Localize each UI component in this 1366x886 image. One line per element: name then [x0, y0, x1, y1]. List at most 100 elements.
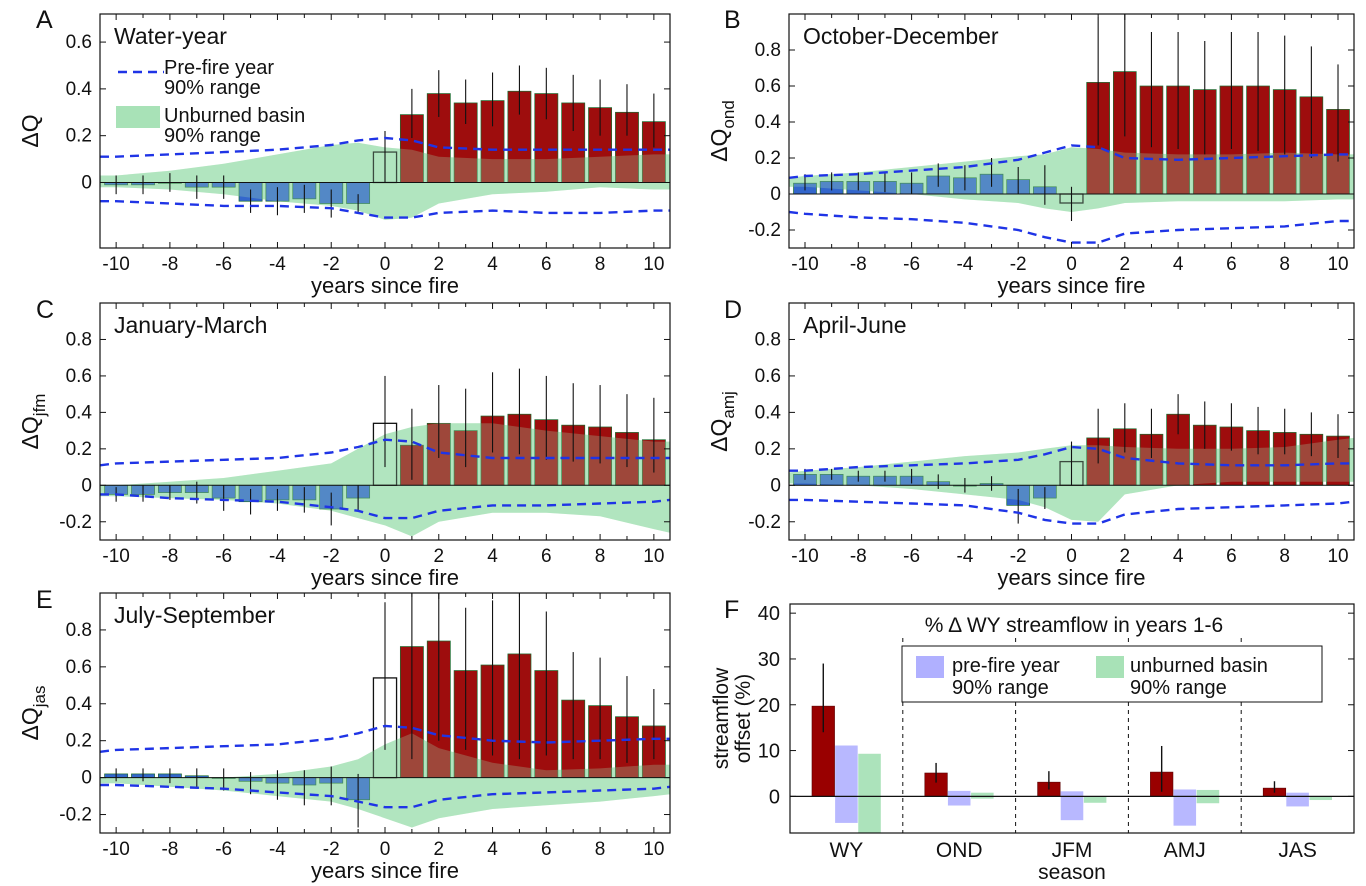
y-tick-label: 0: [81, 475, 92, 496]
prefire-range-line-upper: [789, 144, 1354, 179]
x-tick-label: -4: [269, 839, 286, 860]
x-axis-label: years since fire: [311, 565, 459, 590]
y-axis-label-main: ΔQ: [17, 114, 43, 147]
x-tick-label: -4: [956, 254, 973, 275]
y-tick-label: 0: [770, 184, 781, 205]
x-tick-label: -10: [102, 839, 129, 860]
panel-E: -0.2 0 0.2 0.4 0.6 0.8 -10 -8 -6 -4 -2 0 2 4 6 8 10 years…: [17, 586, 671, 883]
prefire-range-line-lower: [100, 200, 670, 219]
legend-unburned-label: Unburned basin: [164, 105, 305, 127]
unburned-basin-band-overlay: [789, 147, 1354, 212]
x-tick-label: 4: [487, 839, 498, 860]
plot-area: [789, 14, 1354, 244]
y-tick-label: 0: [81, 172, 92, 193]
y-axis-label-line2: offset (%): [732, 674, 755, 763]
y-axis-label: ΔQ: [17, 114, 43, 147]
x-axis-label: season: [1038, 861, 1106, 884]
unburned-range-bar-JFM: [1083, 796, 1107, 803]
x-tick-label: 4: [1173, 546, 1184, 567]
panel-title: July-September: [114, 602, 275, 628]
category-label-WY: WY: [829, 839, 863, 862]
legend-unburned-label-line2: 90% range: [1130, 677, 1227, 699]
y-tick-label: 0.6: [66, 32, 92, 53]
legend-prefire-label-line2: 90% range: [164, 77, 261, 99]
plot-area: [100, 368, 670, 537]
y-axis-label: ΔQjfm: [17, 394, 49, 450]
x-tick-label: 10: [1327, 254, 1348, 275]
x-tick-label: 10: [1327, 546, 1348, 567]
y-tick-label: 0.4: [66, 402, 93, 423]
prefire-range-line-upper: [100, 438, 670, 467]
y-axis-label-subscript: ond: [719, 100, 738, 128]
y-tick-label: 40: [758, 603, 780, 625]
y-tick-label: 0.8: [755, 40, 781, 61]
axes-frame: [789, 603, 1355, 834]
legend-unburned-band-swatch: [116, 106, 160, 128]
x-tick-label: 10: [643, 546, 664, 567]
panel-title: % Δ WY streamflow in years 1-6: [925, 614, 1223, 637]
y-axis-label-main: ΔQ: [706, 419, 732, 452]
legend-unburned-swatch: [1096, 656, 1124, 678]
panel-title: October-December: [803, 23, 999, 49]
panel-letter: A: [36, 6, 53, 34]
y-axis-label: ΔQamj: [706, 391, 738, 452]
x-tick-label: -8: [850, 546, 867, 567]
panel-letter: F: [724, 596, 739, 624]
unburned-range-bar-WY: [858, 753, 881, 833]
x-tick-label: -6: [215, 546, 232, 567]
y-axis-label-main: ΔQ: [17, 707, 43, 740]
x-tick-label: 10: [643, 254, 664, 275]
x-tick-label: 6: [541, 546, 552, 567]
x-tick-label: -2: [323, 254, 340, 275]
y-axis-label-main: ΔQ: [706, 129, 732, 162]
x-tick-label: -8: [161, 546, 178, 567]
y-tick-label: -0.2: [748, 220, 781, 241]
prefire-range-line-lower: [789, 210, 1354, 244]
x-tick-label: 2: [433, 254, 444, 275]
x-tick-label: -6: [903, 254, 920, 275]
x-tick-label: -2: [323, 546, 340, 567]
prefire-range-bar-JFM: [1060, 791, 1084, 821]
y-tick-label: -0.2: [59, 805, 92, 826]
y-tick-label: 0.4: [755, 402, 782, 423]
category-label-AMJ: AMJ: [1164, 839, 1206, 862]
y-tick-label: 0.2: [66, 731, 92, 752]
x-tick-label: -6: [215, 254, 232, 275]
unburned-basin-band-overlay: [100, 733, 670, 828]
unburned-basin-band: [100, 733, 670, 828]
panel-title: April-June: [803, 312, 907, 338]
panel-letter: E: [36, 586, 53, 614]
y-tick-label: 0.8: [755, 329, 781, 350]
panel-title: Water-year: [114, 23, 227, 49]
x-tick-label: 6: [1226, 546, 1237, 567]
unburned-range-bar-JAS: [1309, 796, 1333, 801]
x-tick-label: -2: [1010, 254, 1027, 275]
x-tick-label: 8: [595, 254, 606, 275]
panel-D: -0.2 0 0.2 0.4 0.6 0.8 -10 -8 -6 -4 -2 0 2 4 6 8 10 years…: [706, 296, 1355, 590]
x-tick-label: -2: [323, 839, 340, 860]
x-tick-label: -10: [791, 546, 818, 567]
y-tick-label: 0.2: [66, 439, 92, 460]
y-tick-label: -0.2: [59, 512, 92, 533]
panel-letter: D: [724, 296, 742, 324]
y-tick-label: 0.6: [755, 76, 781, 97]
x-tick-label: 8: [595, 839, 606, 860]
y-tick-label: 0.8: [66, 620, 92, 641]
legend-unburned-label: unburned basin: [1130, 655, 1268, 677]
y-tick-label: 0.8: [66, 329, 92, 350]
prefire-range-bar-OND: [947, 790, 971, 806]
x-tick-label: 4: [1173, 254, 1184, 275]
category-label-JAS: JAS: [1278, 839, 1317, 862]
y-tick-label: 0.4: [66, 694, 93, 715]
y-axis-label-subscript: jfm: [30, 394, 49, 418]
panel-letter: B: [724, 6, 741, 34]
x-tick-label: -8: [850, 254, 867, 275]
category-label-OND: OND: [936, 839, 983, 862]
panel-letter: C: [36, 296, 54, 324]
y-tick-label: 30: [758, 649, 780, 671]
x-tick-label: -8: [161, 254, 178, 275]
prefire-range-bar-JAS: [1286, 792, 1309, 807]
